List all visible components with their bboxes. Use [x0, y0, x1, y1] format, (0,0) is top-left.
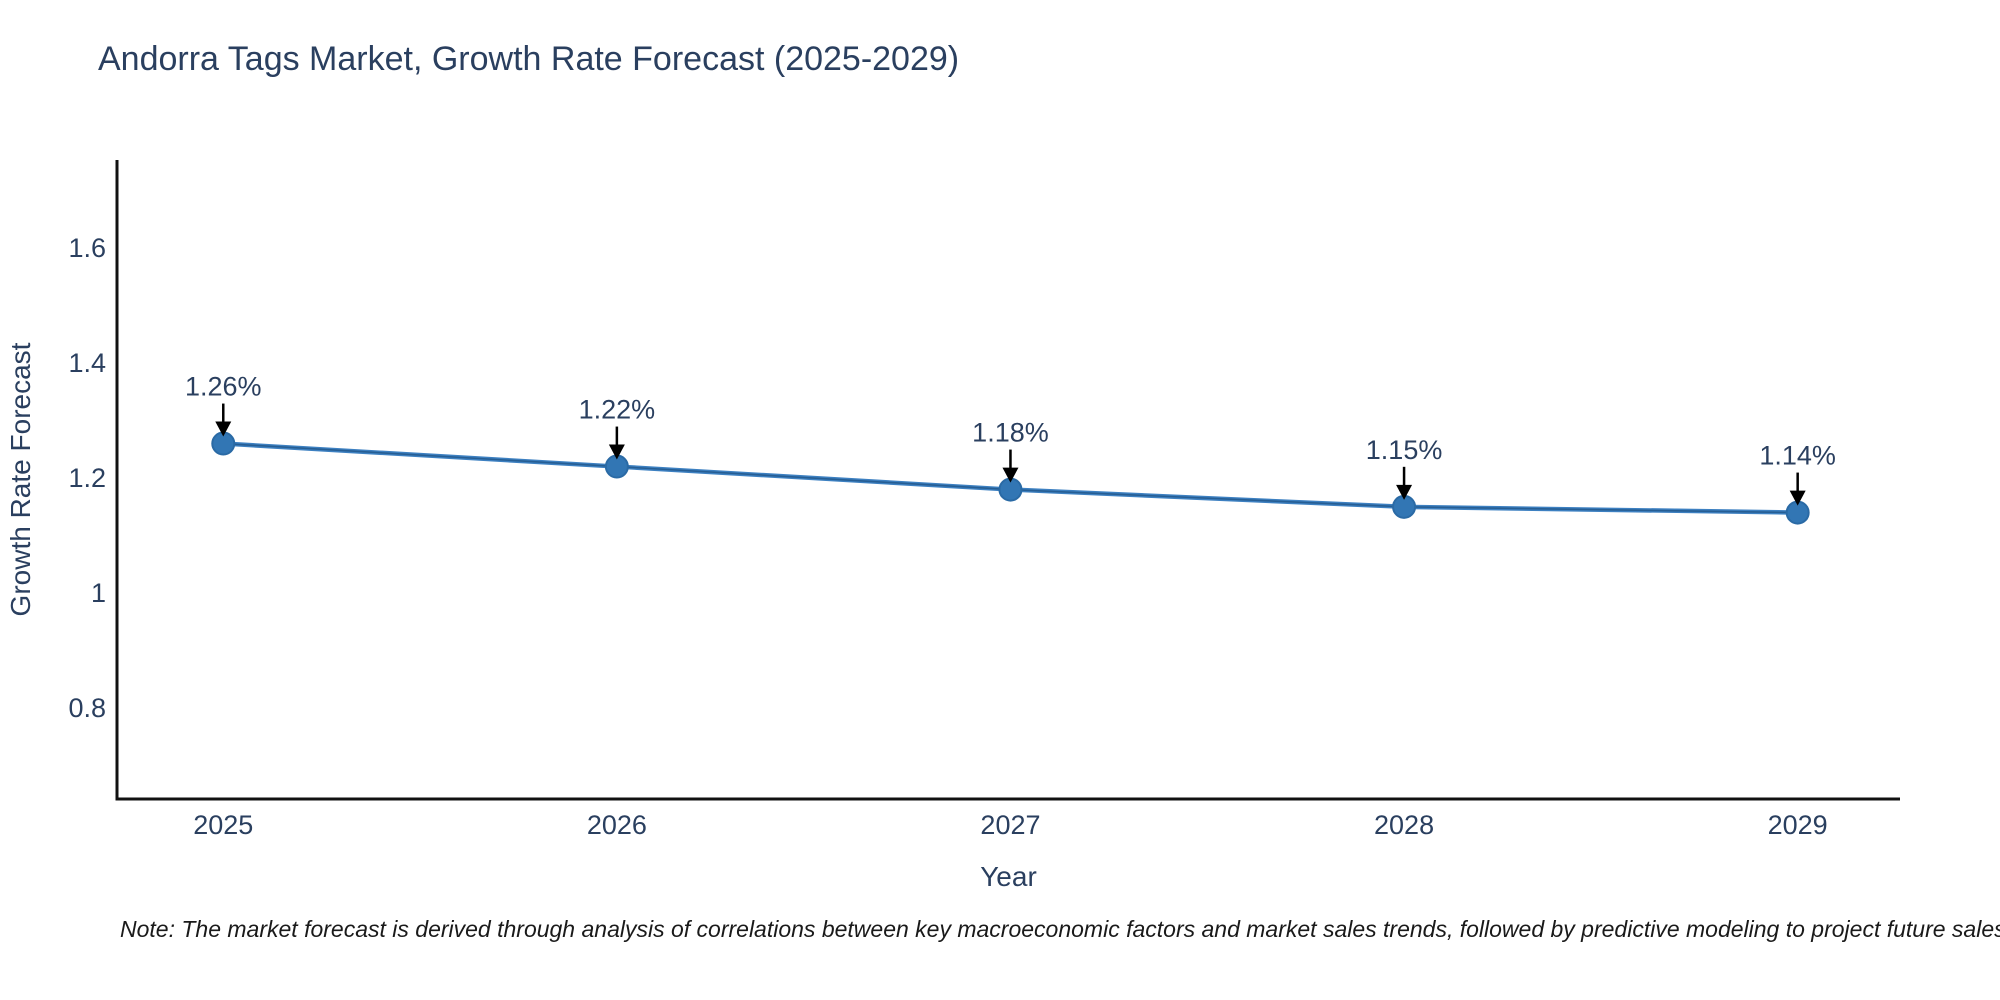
annotation-arrowhead-icon	[215, 421, 232, 437]
x-tick-label: 2028	[1374, 810, 1434, 840]
data-point-label: 1.26%	[185, 372, 262, 402]
x-tick-label: 2029	[1768, 810, 1828, 840]
y-tick-label: 1.6	[68, 233, 106, 263]
footnote-text: Note: The market forecast is derived thr…	[120, 916, 2000, 942]
x-axis-title: Year	[980, 861, 1037, 892]
chart-title: Andorra Tags Market, Growth Rate Forecas…	[98, 40, 960, 78]
x-tick-label: 2027	[980, 810, 1040, 840]
y-tick-label: 1	[91, 578, 106, 608]
annotation-arrowhead-icon	[608, 444, 625, 460]
annotation-arrowhead-icon	[1396, 484, 1413, 500]
data-point-label: 1.18%	[972, 418, 1049, 448]
data-point-label: 1.15%	[1366, 435, 1443, 465]
annotation-arrowhead-icon	[1002, 467, 1019, 483]
y-tick-label: 1.2	[68, 463, 106, 493]
x-tick-label: 2026	[587, 810, 647, 840]
y-tick-label: 1.4	[68, 348, 106, 378]
data-point-label: 1.14%	[1759, 441, 1836, 471]
annotation-arrowhead-icon	[1789, 490, 1806, 506]
data-point-label: 1.22%	[579, 395, 656, 425]
y-axis-title: Growth Rate Forecast	[5, 342, 36, 616]
y-tick-label: 0.8	[68, 693, 106, 723]
x-tick-label: 2025	[193, 810, 253, 840]
